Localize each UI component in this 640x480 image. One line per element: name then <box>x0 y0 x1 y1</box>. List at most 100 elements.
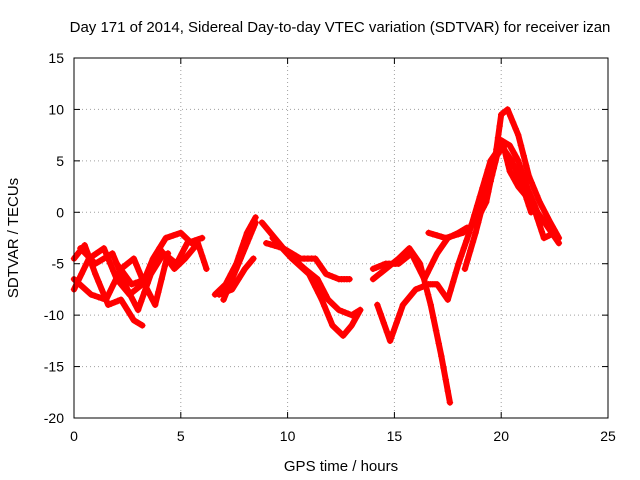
data-point <box>354 310 362 318</box>
data-point <box>78 270 85 278</box>
data-point <box>490 165 497 172</box>
data-point <box>459 229 466 237</box>
data-point <box>373 273 380 280</box>
data-point <box>439 242 446 249</box>
data-point <box>178 250 186 257</box>
data-point <box>512 179 520 186</box>
data-point <box>279 245 286 252</box>
data-point <box>438 353 445 360</box>
data-point <box>506 142 513 149</box>
data-point <box>312 283 319 291</box>
data-point <box>159 250 167 257</box>
data-point <box>321 302 328 310</box>
data-point <box>322 291 329 298</box>
data-point <box>338 308 346 315</box>
data-point <box>520 152 527 159</box>
data-point <box>133 261 140 269</box>
data-point <box>433 281 441 288</box>
data-point <box>203 265 210 273</box>
data-point <box>525 197 533 204</box>
data-point <box>446 233 454 240</box>
data-point <box>135 278 143 285</box>
data-point <box>252 219 259 226</box>
y-axis-label: SDTVAR / TECUs <box>5 178 22 298</box>
data-point <box>250 255 257 262</box>
data-point <box>104 252 112 260</box>
data-point <box>326 272 333 279</box>
data-point <box>507 112 514 120</box>
data-point <box>143 275 150 283</box>
data-point <box>95 278 102 285</box>
data-point <box>102 296 110 303</box>
y-tick-label: 0 <box>56 204 64 220</box>
data-point <box>515 157 522 165</box>
data-point <box>519 170 526 177</box>
data-point <box>98 286 105 293</box>
y-tick-label: 5 <box>56 153 64 169</box>
data-point <box>258 219 266 226</box>
data-point <box>538 228 545 235</box>
data-point <box>345 310 352 318</box>
data-point <box>461 265 469 273</box>
data-point <box>467 247 474 255</box>
data-point <box>100 255 108 262</box>
data-point <box>170 232 177 239</box>
data-point <box>314 259 322 266</box>
data-point <box>106 288 113 296</box>
data-point <box>429 230 437 238</box>
y-tick-label: -10 <box>44 307 64 323</box>
data-point <box>120 301 128 309</box>
data-point <box>126 291 134 298</box>
series-line <box>258 219 364 319</box>
data-point <box>553 236 560 243</box>
data-point <box>167 260 174 267</box>
data-point <box>297 263 304 270</box>
data-point <box>196 246 204 253</box>
x-tick-label: 5 <box>177 428 185 444</box>
data-point <box>496 122 503 130</box>
data-point <box>523 193 531 201</box>
data-point <box>228 277 235 284</box>
data-point <box>517 164 524 171</box>
data-point <box>377 310 384 318</box>
data-point <box>427 301 434 309</box>
data-point <box>508 171 516 179</box>
data-point <box>111 299 118 306</box>
data-point <box>91 292 99 300</box>
data-point <box>512 125 519 132</box>
data-point <box>369 275 377 283</box>
data-point <box>77 245 84 252</box>
data-point <box>346 275 353 283</box>
series-arc-8 <box>220 219 259 303</box>
data-point <box>173 230 181 238</box>
data-point <box>318 296 325 303</box>
data-point <box>509 119 517 126</box>
data-point <box>536 221 543 229</box>
data-point <box>132 286 140 293</box>
data-point <box>317 263 324 270</box>
data-point <box>523 183 531 190</box>
data-point <box>114 297 121 305</box>
data-point <box>139 322 146 329</box>
data-point <box>156 245 163 252</box>
data-point <box>427 263 434 270</box>
data-point <box>379 268 386 275</box>
data-point <box>335 306 343 314</box>
data-point <box>188 247 195 255</box>
data-point <box>352 314 360 321</box>
data-point <box>412 286 419 293</box>
data-point <box>455 260 462 267</box>
data-point <box>393 319 400 327</box>
data-point <box>288 255 296 262</box>
data-point <box>455 230 462 238</box>
data-point <box>127 257 134 265</box>
data-point <box>433 232 441 239</box>
data-point <box>194 239 202 247</box>
data-point <box>238 270 245 278</box>
data-point <box>149 296 156 303</box>
data-point <box>383 328 391 336</box>
data-point <box>503 155 510 162</box>
data-point <box>512 153 520 161</box>
x-axis-label: GPS time / hours <box>284 458 398 475</box>
data-point <box>444 296 451 303</box>
